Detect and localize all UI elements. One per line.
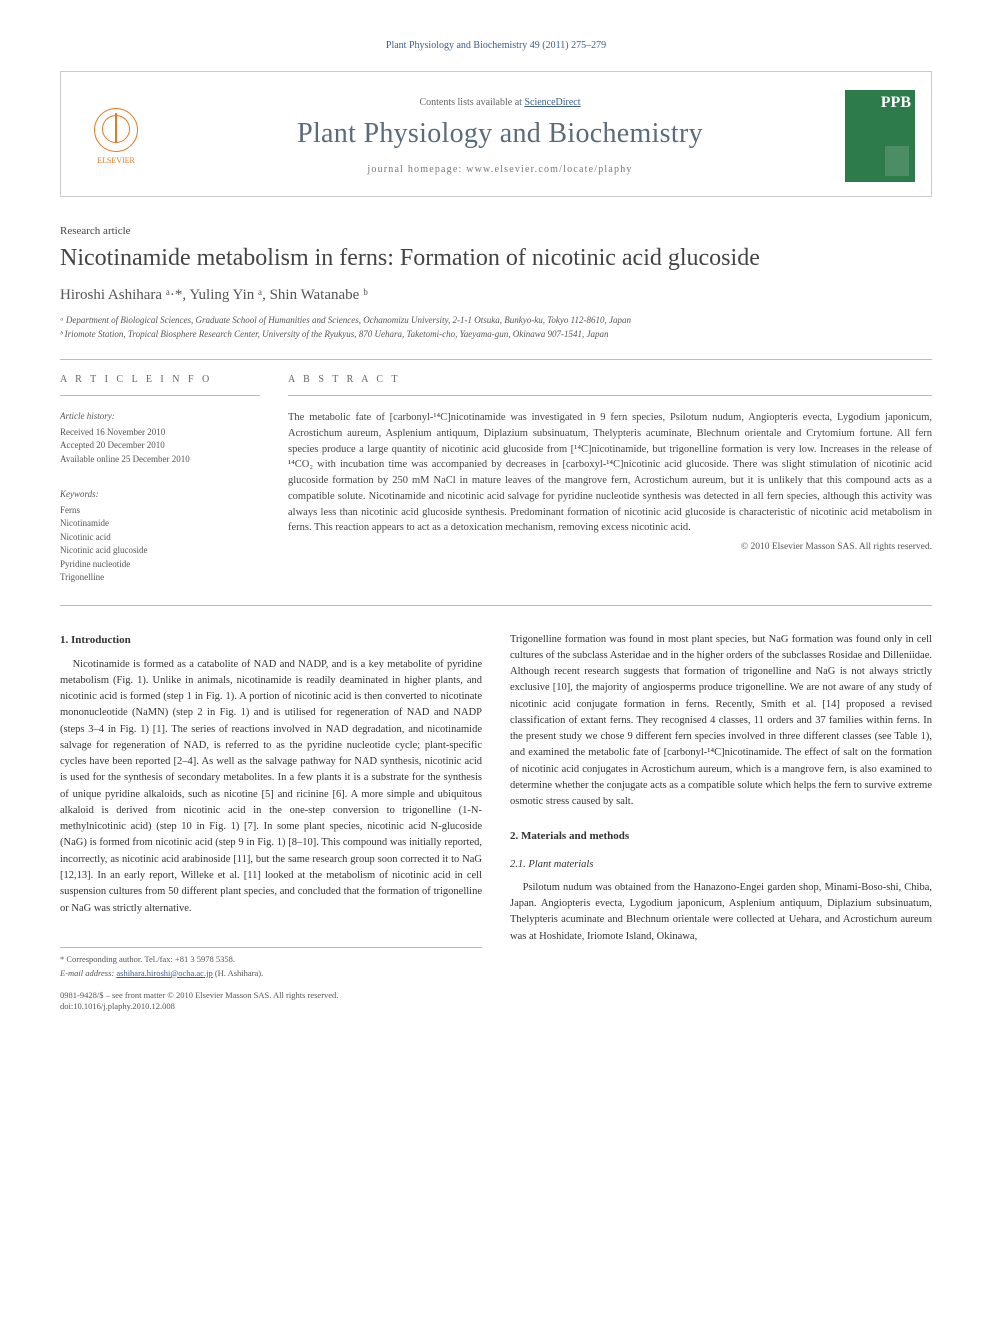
column-right: Trigonelline formation was found in most…: [510, 632, 932, 1014]
email-suffix: (H. Ashihara).: [215, 968, 263, 978]
divider: [60, 359, 932, 360]
history-accepted: Accepted 20 December 2010: [60, 439, 260, 453]
abstract-text: The metabolic fate of [carbonyl-¹⁴C]nico…: [288, 410, 932, 536]
corresponding-author: * Corresponding author. Tel./fax: +81 3 …: [60, 954, 482, 966]
email-label: E-mail address:: [60, 968, 114, 978]
history-received: Received 16 November 2010: [60, 426, 260, 440]
affiliation-a: ᵃ Department of Biological Sciences, Gra…: [60, 314, 932, 328]
doi-line: doi:10.1016/j.plaphy.2010.12.008: [60, 1001, 482, 1013]
keyword: Trigonelline: [60, 571, 260, 585]
contents-link-line: Contents lists available at ScienceDirec…: [155, 97, 845, 108]
info-abstract-row: A R T I C L E I N F O Article history: R…: [60, 374, 932, 585]
keyword: Pyridine nucleotide: [60, 558, 260, 572]
issn-line: 0981-9428/$ – see front matter © 2010 El…: [60, 990, 482, 1002]
plant-materials-heading: 2.1. Plant materials: [510, 857, 932, 873]
author-list: Hiroshi Ashihara ᵃ·*, Yuling Yin ᵃ, Shin…: [60, 287, 932, 304]
affiliations: ᵃ Department of Biological Sciences, Gra…: [60, 314, 932, 341]
journal-homepage-line: journal homepage: www.elsevier.com/locat…: [155, 164, 845, 175]
history-heading: Article history:: [60, 410, 260, 424]
history-online: Available online 25 December 2010: [60, 453, 260, 467]
divider: [60, 395, 260, 396]
keyword: Nicotinamide: [60, 517, 260, 531]
abstract-column: A B S T R A C T The metabolic fate of [c…: [288, 374, 932, 585]
keywords-heading: Keywords:: [60, 488, 260, 502]
corresponding-footer: * Corresponding author. Tel./fax: +81 3 …: [60, 947, 482, 980]
abstract-heading: A B S T R A C T: [288, 374, 932, 385]
issn-doi-footer: 0981-9428/$ – see front matter © 2010 El…: [60, 990, 482, 1014]
plant-materials-paragraph: Psilotum nudum was obtained from the Han…: [510, 880, 932, 945]
journal-cover-thumb: PPB: [845, 90, 915, 182]
article-title: Nicotinamide metabolism in ferns: Format…: [60, 243, 932, 273]
divider: [288, 395, 932, 396]
contents-prefix: Contents lists available at: [419, 97, 524, 108]
keyword: Nicotinic acid: [60, 531, 260, 545]
journal-title: Plant Physiology and Biochemistry: [155, 118, 845, 150]
materials-methods-heading: 2. Materials and methods: [510, 828, 932, 845]
elsevier-logo: ELSEVIER: [77, 91, 155, 181]
publisher-name: ELSEVIER: [97, 156, 135, 165]
intro-continuation: Trigonelline formation was found in most…: [510, 632, 932, 811]
elsevier-tree-icon: [94, 108, 138, 152]
sciencedirect-link[interactable]: ScienceDirect: [524, 97, 580, 108]
intro-paragraph: Nicotinamide is formed as a catabolite o…: [60, 657, 482, 917]
divider: [60, 605, 932, 606]
journal-header-box: ELSEVIER Contents lists available at Sci…: [60, 71, 932, 197]
cover-abbrev: PPB: [881, 94, 911, 112]
article-type: Research article: [60, 225, 932, 237]
column-left: 1. Introduction Nicotinamide is formed a…: [60, 632, 482, 1014]
affiliation-b: ᵇ Iriomote Station, Tropical Biosphere R…: [60, 328, 932, 342]
keyword: Nicotinic acid glucoside: [60, 544, 260, 558]
intro-heading: 1. Introduction: [60, 632, 482, 649]
article-info-column: A R T I C L E I N F O Article history: R…: [60, 374, 260, 585]
article-info-heading: A R T I C L E I N F O: [60, 374, 260, 385]
keyword: Ferns: [60, 504, 260, 518]
running-header: Plant Physiology and Biochemistry 49 (20…: [60, 40, 932, 51]
body-columns: 1. Introduction Nicotinamide is formed a…: [60, 632, 932, 1014]
email-link[interactable]: ashihara.hiroshi@ocha.ac.jp: [116, 968, 212, 978]
abstract-copyright: © 2010 Elsevier Masson SAS. All rights r…: [288, 542, 932, 552]
journal-center: Contents lists available at ScienceDirec…: [155, 97, 845, 175]
